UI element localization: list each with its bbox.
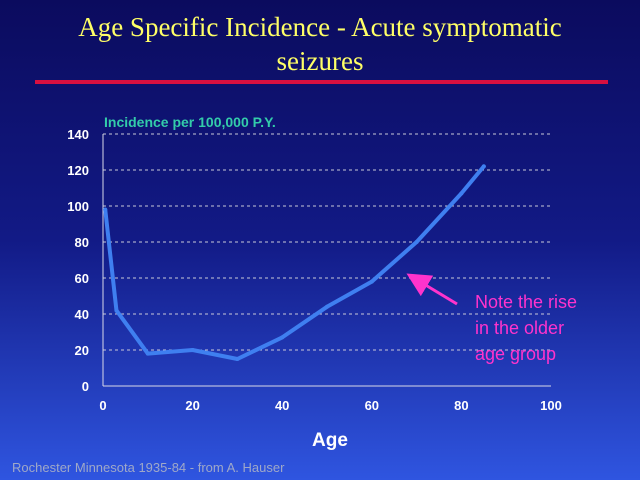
x-tick-label-60: 60 bbox=[365, 398, 379, 413]
data-point bbox=[280, 335, 285, 340]
x-tick-label-80: 80 bbox=[454, 398, 468, 413]
y-tick-label-80: 80 bbox=[75, 235, 89, 250]
data-point bbox=[114, 308, 119, 313]
x-tick-label-20: 20 bbox=[185, 398, 199, 413]
y-tick-label-120: 120 bbox=[67, 163, 89, 178]
y-tick-label-40: 40 bbox=[75, 307, 89, 322]
data-point bbox=[414, 240, 419, 244]
title-line-1: Age Specific Incidence - Acute symptomat… bbox=[78, 12, 562, 42]
data-point bbox=[369, 279, 374, 284]
data-point bbox=[459, 191, 464, 196]
annotation-text-line-1: Note the rise bbox=[475, 292, 577, 312]
annotation-arrow bbox=[406, 273, 458, 306]
title-line-2: seizures bbox=[276, 46, 364, 76]
x-tick-label-0: 0 bbox=[99, 398, 106, 413]
title-underline bbox=[35, 80, 608, 84]
x-tick-label-100: 100 bbox=[540, 398, 562, 413]
annotation-text-line-2: in the older bbox=[475, 318, 564, 338]
y-tick-label-100: 100 bbox=[67, 199, 89, 214]
data-point bbox=[325, 304, 329, 309]
y-tick-label-20: 20 bbox=[75, 343, 89, 358]
data-point bbox=[235, 357, 240, 361]
data-point bbox=[145, 351, 150, 356]
data-point bbox=[103, 207, 108, 212]
series-line-0 bbox=[103, 164, 486, 361]
y-tick-label-140: 140 bbox=[67, 127, 89, 142]
data-point bbox=[190, 348, 195, 352]
y-tick-label-0: 0 bbox=[82, 379, 89, 394]
x-axis-label: Age bbox=[312, 430, 348, 451]
data-point bbox=[481, 164, 486, 169]
x-tick-label-40: 40 bbox=[275, 398, 289, 413]
y-tick-label-60: 60 bbox=[75, 271, 89, 286]
annotation-text-line-3: age group bbox=[475, 344, 556, 364]
source-footer: Rochester Minnesota 1935-84 - from A. Ha… bbox=[12, 460, 285, 475]
slide-title: Age Specific Incidence - Acute symptomat… bbox=[20, 10, 620, 78]
y-axis-label: Incidence per 100,000 P.Y. bbox=[104, 114, 276, 130]
